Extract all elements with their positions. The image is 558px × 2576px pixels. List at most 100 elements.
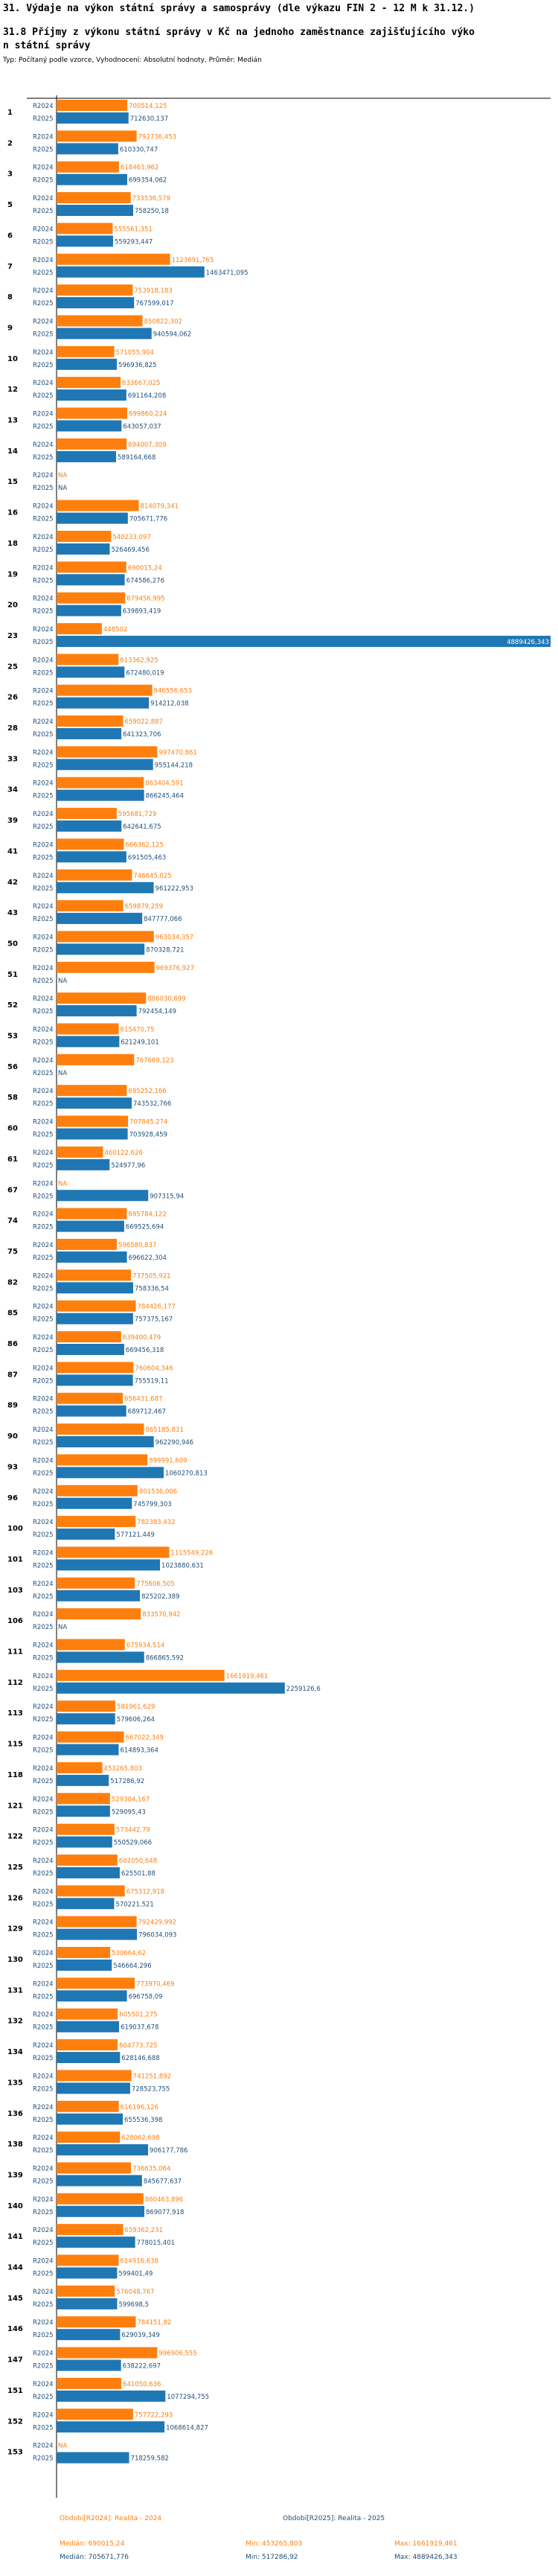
value-label-r2024: 641050,636 bbox=[123, 2381, 161, 2388]
bar-r2024 bbox=[57, 1485, 138, 1496]
bar-r2024 bbox=[57, 1793, 110, 1805]
series-label-r2024: R2024 bbox=[33, 1703, 54, 1711]
row-label: 147 bbox=[7, 2356, 23, 2365]
series-label-r2025: R2025 bbox=[33, 1593, 54, 1601]
bar-r2025 bbox=[57, 2144, 149, 2156]
value-label-r2025: 1068614,827 bbox=[166, 2424, 208, 2432]
bar-r2024 bbox=[57, 1608, 141, 1620]
value-label-r2025: 703928,459 bbox=[129, 1132, 167, 1139]
series-label-r2025: R2025 bbox=[33, 823, 54, 831]
series-label-r2025: R2025 bbox=[33, 2178, 54, 2185]
bar-r2025 bbox=[57, 2452, 129, 2464]
series-label-r2024: R2024 bbox=[33, 2319, 54, 2327]
row-label: 41 bbox=[7, 847, 18, 855]
row-label: 134 bbox=[7, 2048, 23, 2056]
value-label-r2024: 746645,025 bbox=[133, 873, 171, 880]
bar-r2024 bbox=[57, 622, 102, 634]
bar-r2024 bbox=[57, 1977, 135, 1989]
series-label-r2025: R2025 bbox=[33, 485, 54, 492]
row-label: 144 bbox=[7, 2264, 23, 2272]
bar-r2025 bbox=[57, 2237, 135, 2248]
legend-r2024-min: Min: 453265,803 bbox=[246, 2540, 302, 2548]
row-label: 115 bbox=[7, 1741, 23, 1749]
bar-r2024 bbox=[57, 2285, 115, 2297]
bar-r2024 bbox=[57, 1146, 103, 1158]
bar-r2025 bbox=[57, 2421, 165, 2433]
row-label: 130 bbox=[7, 1956, 23, 1964]
bar-r2025 bbox=[57, 943, 145, 955]
value-label-r2025: 655536,398 bbox=[124, 2117, 162, 2124]
bar-r2024 bbox=[57, 1546, 170, 1558]
legend-r2025-max: Max: 4889426,343 bbox=[394, 2554, 458, 2561]
bar-r2025 bbox=[57, 1928, 138, 1940]
bar-r2025 bbox=[57, 235, 113, 247]
series-label-r2024: R2024 bbox=[33, 1211, 54, 1219]
legend-r2024-max: Max: 1661919,461 bbox=[394, 2540, 458, 2548]
value-label-r2025: 550529,066 bbox=[114, 1840, 152, 1847]
value-label-r2024: 963034,357 bbox=[155, 934, 193, 941]
series-label-r2024: R2024 bbox=[33, 1919, 54, 1927]
value-label-r2024: 695252,166 bbox=[128, 1088, 166, 1095]
value-label-r2025: 529095,43 bbox=[112, 1808, 146, 1816]
row-label: 153 bbox=[7, 2449, 23, 2457]
bar-r2024 bbox=[57, 377, 121, 389]
value-label-r2024: 604773,725 bbox=[119, 2042, 157, 2050]
value-label-r2024: 694007,309 bbox=[128, 441, 166, 449]
value-label-r2025: 559293,447 bbox=[115, 238, 153, 246]
value-label-r2025: 625501,88 bbox=[121, 1870, 155, 1878]
bar-r2025 bbox=[57, 2052, 121, 2064]
series-label-r2024: R2024 bbox=[33, 2443, 54, 2450]
value-label-r2025: 1023880,631 bbox=[161, 1562, 204, 1569]
series-label-r2025: R2025 bbox=[33, 793, 54, 800]
bar-r2024 bbox=[57, 1916, 137, 1928]
value-label-r2024: 571055,904 bbox=[116, 349, 154, 357]
value-label-r2025: 589164,668 bbox=[118, 454, 155, 462]
bar-r2024 bbox=[57, 1823, 115, 1835]
series-label-r2025: R2025 bbox=[33, 762, 54, 769]
row-label: 86 bbox=[7, 1340, 18, 1348]
row-label: 135 bbox=[7, 2079, 23, 2087]
series-label-r2025: R2025 bbox=[33, 885, 54, 893]
value-label-r2025: 596936,825 bbox=[118, 362, 156, 369]
value-label-r2024: 628062,698 bbox=[121, 2135, 159, 2142]
row-label: 106 bbox=[7, 1617, 23, 1625]
series-label-r2025: R2025 bbox=[33, 392, 54, 400]
chart-title-line2: n státní správy bbox=[3, 40, 91, 51]
value-label-r2025: 599401,49 bbox=[118, 2271, 153, 2278]
bar-r2025 bbox=[57, 605, 121, 616]
bar-r2025 bbox=[57, 1774, 109, 1786]
series-label-r2025: R2025 bbox=[33, 1100, 54, 1108]
value-label-r2024: 695784,122 bbox=[128, 1211, 166, 1219]
bar-r2025 bbox=[57, 1866, 120, 1878]
row-label: 43 bbox=[7, 909, 18, 917]
series-label-r2025: R2025 bbox=[33, 1562, 54, 1569]
row-label: 12 bbox=[7, 386, 18, 394]
bar-r2025 bbox=[57, 789, 144, 801]
value-label-r2024: 656431,687 bbox=[124, 1396, 162, 1403]
series-label-r2024: R2024 bbox=[33, 2227, 54, 2234]
value-label-r2024: 946556,653 bbox=[154, 688, 192, 695]
series-label-r2024: R2024 bbox=[33, 2411, 54, 2419]
row-label: 13 bbox=[7, 417, 18, 425]
value-label-r2025: 1463471,095 bbox=[206, 270, 248, 277]
series-label-r2025: R2025 bbox=[33, 2085, 54, 2093]
series-label-r2024: R2024 bbox=[33, 1488, 54, 1496]
series-label-r2024: R2024 bbox=[33, 903, 54, 911]
value-label-r2024: 555561,351 bbox=[114, 226, 152, 233]
series-label-r2025: R2025 bbox=[33, 2147, 54, 2155]
series-label-r2025: R2025 bbox=[33, 1531, 54, 1539]
bar-r2025 bbox=[57, 389, 126, 401]
series-label-r2025: R2025 bbox=[33, 208, 54, 215]
value-label-r2025: 570221,521 bbox=[115, 1901, 153, 1908]
value-label-r2024: 675934,514 bbox=[126, 1642, 164, 1650]
series-label-r2024: R2024 bbox=[33, 1642, 54, 1650]
bar-r2025 bbox=[57, 1405, 126, 1417]
value-label-r2024: 576048,767 bbox=[116, 2289, 154, 2296]
bar-r2025 bbox=[57, 1374, 133, 1386]
series-label-r2025: R2025 bbox=[33, 639, 54, 646]
bar-r2024 bbox=[57, 2132, 121, 2143]
bar-r2024 bbox=[57, 2347, 158, 2359]
series-label-r2024: R2024 bbox=[33, 1150, 54, 1157]
series-label-r2024: R2024 bbox=[33, 995, 54, 1003]
bar-r2024 bbox=[57, 838, 124, 850]
